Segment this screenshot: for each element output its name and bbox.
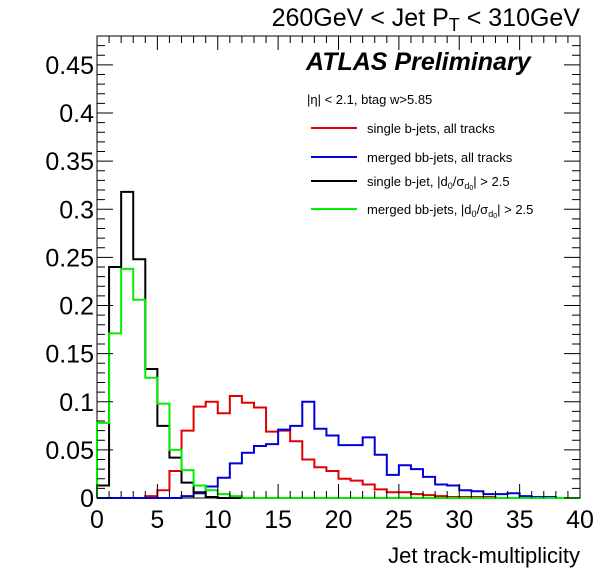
text-part: | > 2.5 <box>497 202 533 217</box>
y-tick-label: 0.45 <box>45 52 94 80</box>
y-tick-label: 0.25 <box>45 244 94 272</box>
legend-label-3: merged bb-jets, |d0/σd0| > 2.5 <box>367 202 533 220</box>
text-part: 260GeV < Jet P <box>272 4 449 32</box>
x-tick-label: 40 <box>566 506 594 534</box>
text-part: /σ <box>477 202 489 217</box>
x-tick-label: 20 <box>325 506 353 534</box>
text-part: T <box>449 15 460 35</box>
y-tick-label: 0.1 <box>59 389 94 417</box>
y-tick-label: 0.05 <box>45 437 94 465</box>
y-tick-label: 0.2 <box>59 293 94 321</box>
chart-title-text: 260GeV < Jet PT < 310GeV <box>272 4 581 35</box>
y-tick-label: 0.4 <box>59 100 94 128</box>
series-line-3 <box>96 267 580 499</box>
text-part: single b-jet, |d <box>367 174 448 189</box>
y-tick-label: 0.35 <box>45 148 94 176</box>
y-tick-label: 0.3 <box>59 196 94 224</box>
text-part: 0 <box>448 181 453 191</box>
x-tick-label: 15 <box>264 506 292 534</box>
x-axis-title: Jet track-multiplicity <box>388 543 580 568</box>
legend-label-0: single b-jets, all tracks <box>367 121 495 136</box>
text-part: 0 <box>469 185 473 192</box>
x-tick-label: 35 <box>506 506 534 534</box>
text-part: < 310GeV <box>460 4 581 32</box>
x-tick-label: 5 <box>150 506 164 534</box>
axes-group: 0 5 10 15 20 25 30 35 40 0 0.05 0.1 0.15 0.2 0.25 0.3 0.… <box>45 35 594 568</box>
series-group <box>96 190 580 499</box>
atlas-label: ATLAS Preliminary <box>305 48 532 76</box>
text-part: d <box>464 181 469 191</box>
legend-label-1: merged bb-jets, all tracks <box>367 150 513 165</box>
y-tick-label: 0.15 <box>45 341 94 369</box>
x-tick-label: 25 <box>385 506 413 534</box>
text-part: | > 2.5 <box>473 174 509 189</box>
text-part: merged bb-jets, |d <box>367 202 472 217</box>
text-part: d <box>488 209 493 219</box>
annotation-group: ATLAS Preliminary |η| < 2.1, btag w>5.85 <box>305 48 532 107</box>
series-line-2 <box>96 190 580 499</box>
text-part: 0 <box>472 209 477 219</box>
legend: single b-jets, all tracks merged bb-jets,… <box>311 121 533 220</box>
text-part: 0 <box>493 213 497 220</box>
y-tick-label: 0 <box>80 485 94 513</box>
x-tick-label: 0 <box>90 506 104 534</box>
legend-label-2: single b-jet, |d0/σd0| > 2.5 <box>367 174 510 192</box>
x-tick-label: 30 <box>445 506 473 534</box>
selection-note: |η| < 2.1, btag w>5.85 <box>307 92 432 107</box>
text-part: /σ <box>453 174 465 189</box>
chart-title: 260GeV < Jet PT < 310GeV <box>272 4 581 35</box>
x-tick-label: 10 <box>204 506 232 534</box>
